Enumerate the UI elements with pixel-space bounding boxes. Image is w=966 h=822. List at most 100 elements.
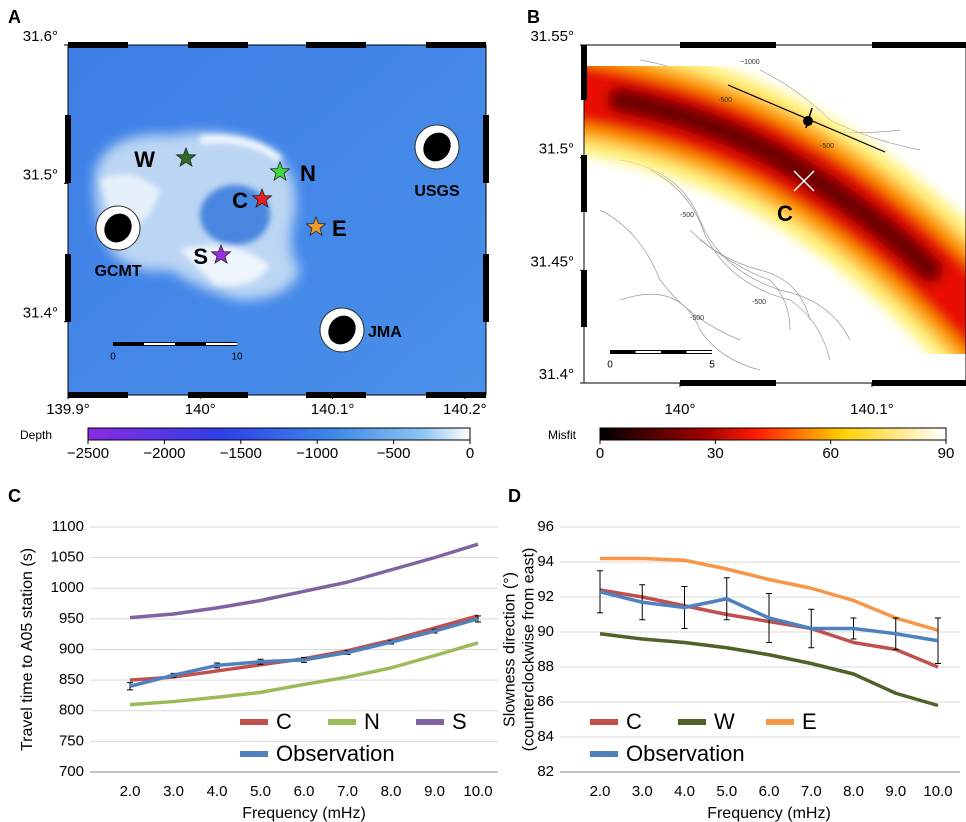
y-axis-title: (counterclockwise from east): [521, 548, 538, 752]
panel-letter: D: [508, 486, 521, 506]
station-marker: [210, 243, 232, 265]
colorbar-tick-label: 0: [466, 445, 474, 462]
x-tick-label: 140.1°: [311, 401, 355, 418]
x-tick-label: 9.0: [885, 783, 906, 800]
panel-letter: A: [8, 7, 21, 27]
series-line: [129, 614, 479, 682]
x-tick-label: 6.0: [759, 783, 780, 800]
y-tick-label: 800: [59, 702, 84, 719]
y-tick-label: 31.6°: [23, 28, 58, 45]
station-label: W: [134, 147, 155, 172]
y-tick-label: 82: [537, 763, 554, 780]
contour-label: -500: [718, 97, 732, 104]
station-marker: [305, 215, 327, 237]
x-tick-label: 140.1°: [850, 401, 894, 418]
colorbar-title: Depth: [20, 428, 52, 442]
scale-bar-segment: [144, 343, 175, 345]
y-tick-label: 90: [537, 623, 554, 640]
colorbar-tick-label: −500: [377, 445, 411, 462]
scale-bar-label: 5: [709, 360, 715, 371]
y-tick-label: 84: [537, 728, 554, 745]
series-line: [129, 617, 479, 688]
station-marker: [251, 187, 273, 209]
legend-label: Observation: [276, 741, 395, 766]
series-line: [599, 632, 939, 708]
x-tick-label: 7.0: [337, 783, 358, 800]
x-tick-label: 5.0: [250, 783, 271, 800]
x-axis-title: Frequency (mHz): [707, 805, 831, 822]
x-tick-label: 8.0: [381, 783, 402, 800]
x-tick-label: 140°: [185, 401, 216, 418]
y-tick-label: 750: [59, 732, 84, 749]
colorbar: [87, 427, 471, 441]
legend-label: N: [364, 709, 380, 734]
y-tick-label: 900: [59, 640, 84, 657]
focal-mechanism-lobe: [104, 213, 132, 243]
station-marker: [175, 146, 197, 168]
y-tick-label: 86: [537, 693, 554, 710]
map-frame-ticks: [65, 42, 966, 398]
contour-label: −1000: [740, 59, 760, 66]
series-line: [129, 641, 479, 707]
scale-bar-segment: [206, 343, 237, 345]
colorbar-tick-label: 0: [596, 445, 604, 462]
scale-bar-label: 0: [110, 352, 116, 363]
x-tick-label: 6.0: [294, 783, 315, 800]
y-tick-label: 96: [537, 518, 554, 535]
y-tick-label: 31.5°: [23, 166, 58, 183]
x-tick-label: 9.0: [424, 783, 445, 800]
focal-mechanism-lobe: [328, 315, 356, 345]
legend-label: C: [626, 709, 642, 734]
colorbar-tick-label: −1000: [296, 445, 338, 462]
contour-label: -500: [680, 212, 694, 219]
x-tick-label: 2.0: [590, 783, 611, 800]
y-tick-label: 1050: [51, 549, 84, 566]
y-tick-label: 850: [59, 671, 84, 688]
y-tick-label: 31.4°: [23, 305, 58, 322]
y-tick-label: 31.45°: [530, 253, 574, 270]
legend-label: W: [714, 709, 735, 734]
colorbar-tick-label: 30: [707, 445, 724, 462]
x-tick-label: 10.0: [463, 783, 492, 800]
panel-letter: C: [8, 486, 21, 506]
series-line: [600, 556, 939, 632]
station-label: N: [300, 161, 316, 186]
scale-bar-label: 10: [231, 352, 243, 363]
x-tick-label: 8.0: [843, 783, 864, 800]
colorbar-tick-label: −1500: [220, 445, 262, 462]
y-tick-label: 1000: [51, 579, 84, 596]
x-tick-label: 7.0: [801, 783, 822, 800]
x-tick-label: 3.0: [163, 783, 184, 800]
colorbar-title: Misfit: [548, 428, 577, 442]
y-tick-label: 31.4°: [539, 366, 574, 383]
x-tick-label: 4.0: [674, 783, 695, 800]
scale-bar-segment: [635, 351, 661, 353]
contour-label: -500: [752, 299, 766, 306]
x-tick-label: 139.9°: [46, 401, 90, 418]
colorbar-tick-label: 60: [822, 445, 839, 462]
y-tick-label: 950: [59, 610, 84, 627]
station-marker: [269, 160, 291, 182]
x-axis-title: Frequency (mHz): [242, 805, 366, 822]
station-label: C: [232, 188, 248, 213]
x-tick-label: 5.0: [716, 783, 737, 800]
legend-label: Observation: [626, 741, 745, 766]
y-tick-label: 92: [537, 588, 554, 605]
legend-label: C: [276, 709, 292, 734]
panel-letter: B: [527, 7, 540, 27]
source-label: C: [777, 201, 793, 226]
y-tick-label: 31.5°: [539, 141, 574, 158]
station-label: E: [332, 216, 347, 241]
colorbar: [599, 427, 947, 441]
mechanism-label: GCMT: [94, 263, 141, 280]
y-tick-label: 1100: [52, 518, 84, 535]
y-tick-label: 94: [537, 553, 554, 570]
colorbar-tick-label: −2000: [143, 445, 185, 462]
x-tick-label: 140.2°: [443, 401, 487, 418]
colorbar-tick-label: 90: [938, 445, 955, 462]
focal-mechanism-lobe: [423, 132, 451, 162]
map-a-frame: [67, 44, 487, 396]
y-tick-label: 31.55°: [530, 28, 574, 45]
x-tick-label: 3.0: [632, 783, 653, 800]
